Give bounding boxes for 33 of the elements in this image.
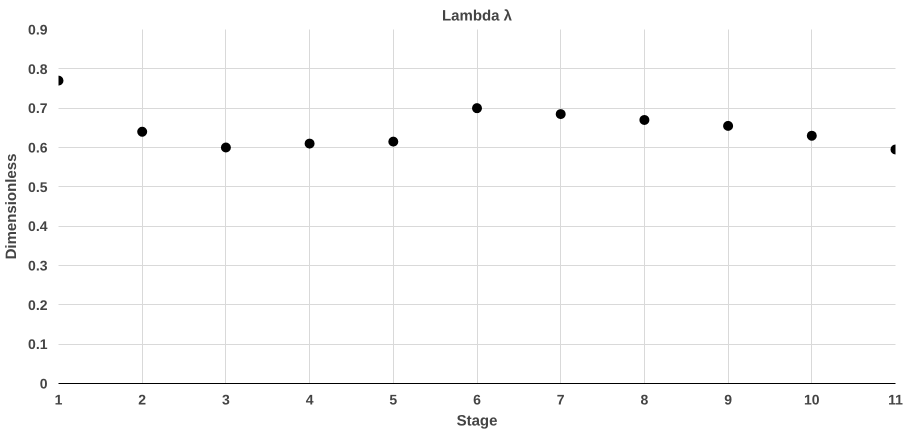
chart-title: Lambda λ <box>442 8 513 24</box>
y-tick-label: 0.7 <box>28 100 48 116</box>
x-tick-label: 1 <box>54 392 63 408</box>
point <box>556 109 566 120</box>
x-tick-label: 11 <box>888 392 904 408</box>
y-tick-label: 0.5 <box>28 178 48 195</box>
y-tick-label: 0.8 <box>28 60 48 77</box>
y-tick-label: 0.4 <box>28 218 48 234</box>
x-tick-label: 3 <box>222 392 230 408</box>
x-axis-title: Stage <box>456 412 498 430</box>
x-tick-label: 9 <box>724 392 732 408</box>
y-tick-label: 0.3 <box>28 258 48 274</box>
point <box>639 114 650 125</box>
x-tick-label: 7 <box>556 392 565 408</box>
x-tick-label: 10 <box>804 392 820 408</box>
x-tick-label: 2 <box>138 392 146 408</box>
x-tick-label: 6 <box>473 392 482 408</box>
y-axis-title: Dimensionless <box>3 154 20 260</box>
y-tick-label: 0.1 <box>28 336 48 352</box>
point <box>388 136 398 147</box>
point <box>304 138 315 149</box>
x-tick-label: 4 <box>306 392 314 408</box>
y-tick-label: 0.2 <box>28 296 48 313</box>
point <box>472 103 482 114</box>
point <box>137 126 148 137</box>
y-tick-label: 0.6 <box>28 140 48 156</box>
point <box>806 130 817 141</box>
y-tick-label: 0.9 <box>28 22 48 38</box>
point <box>220 142 231 152</box>
point <box>723 120 734 131</box>
y-tick-label: 0 <box>40 376 48 392</box>
x-tick-label: 5 <box>389 392 398 408</box>
x-tick-label: 8 <box>640 392 649 408</box>
